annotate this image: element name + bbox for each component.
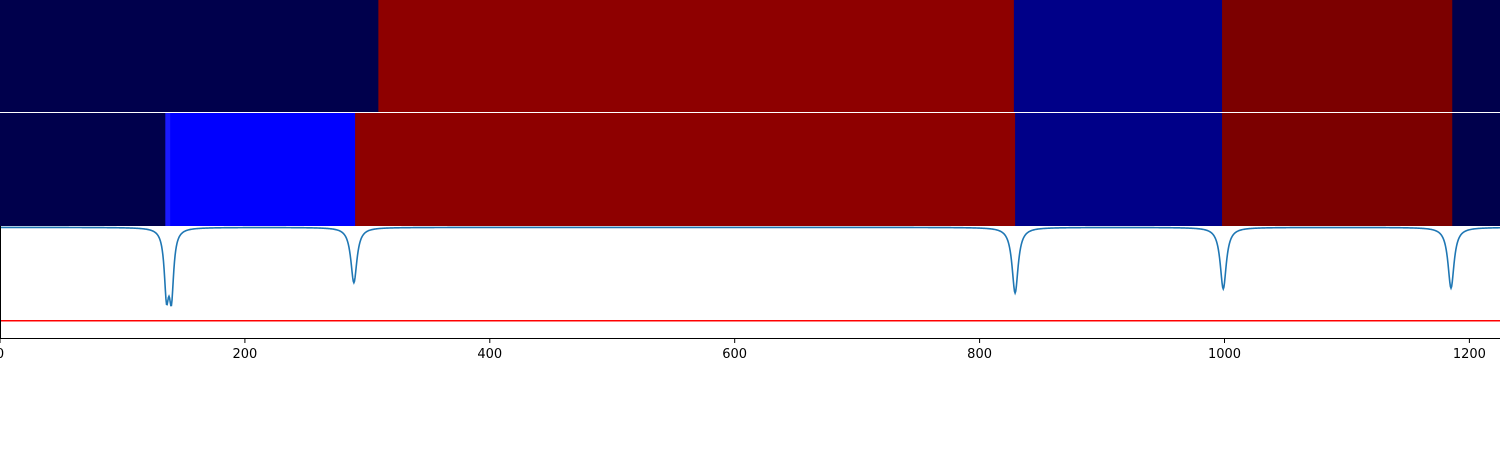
- heatmap-rows: [0, 0, 1500, 226]
- heatmap-row-1-segment-2: [378, 0, 1015, 112]
- signal-panel: [0, 226, 1500, 338]
- x-axis: 0 200 400 600 800 1000 1200: [0, 338, 1486, 362]
- x-tick-label-1200: 1200: [1453, 347, 1486, 362]
- heatmap-row-2-segment-6: [1222, 113, 1453, 226]
- heatmap-row-2-segment-7: [1452, 113, 1500, 226]
- x-tick-label-600: 600: [722, 347, 747, 362]
- signal-series-line: [0, 226, 1500, 307]
- signal-panel-background: [0, 226, 1500, 338]
- heatmap-row-2-segment-5: [1015, 113, 1223, 226]
- x-tick-label-0: 0: [0, 347, 4, 362]
- x-tick-label-800: 800: [967, 347, 992, 362]
- heatmap-row-1-segment-4: [1222, 0, 1453, 112]
- heatmap-row-2-segment-1: [0, 113, 166, 226]
- heatmap-row-2-segment-2: [165, 113, 171, 226]
- heatmap-row-2-segment-4: [355, 113, 1016, 226]
- x-tick-label-200: 200: [232, 347, 257, 362]
- heatmap-row-1-segment-3: [1013, 0, 1223, 112]
- heatmap-row-2-segment-3: [170, 113, 356, 226]
- heatmap-row-1-segment-5: [1452, 0, 1500, 112]
- x-tick-label-400: 400: [477, 347, 502, 362]
- x-tick-label-1000: 1000: [1208, 347, 1241, 362]
- heatmap-row-1-segment-1: [0, 0, 379, 112]
